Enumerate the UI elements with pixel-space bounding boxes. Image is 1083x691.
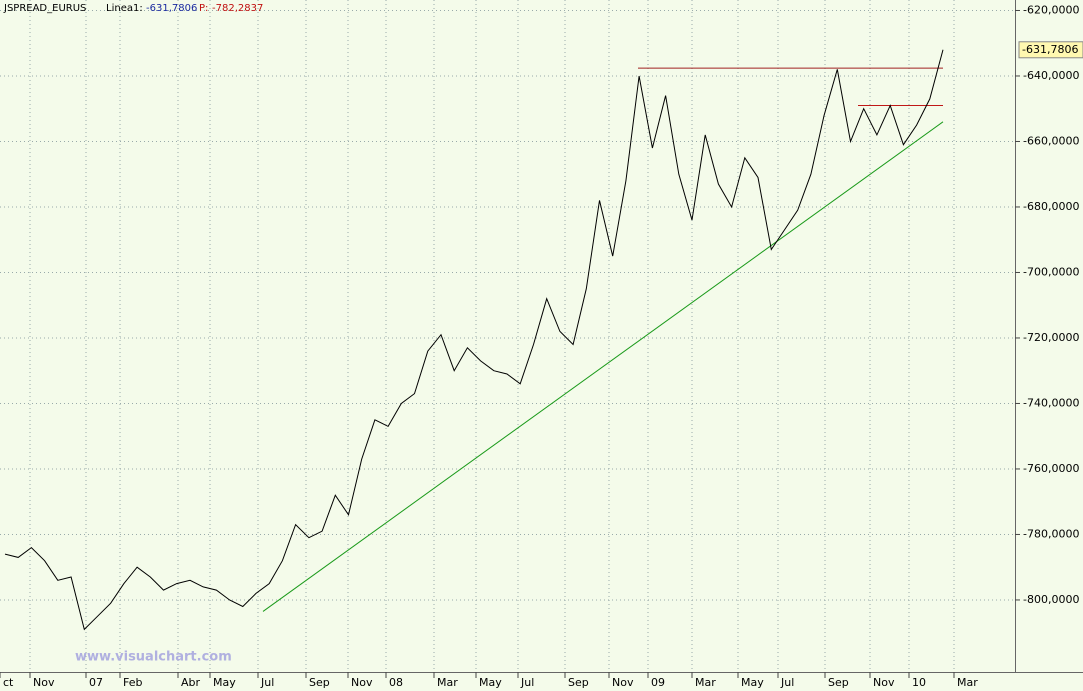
p-value: -782,2837 xyxy=(212,3,263,14)
x-tick-label: 09 xyxy=(651,676,665,689)
y-tick-label: -660,0000 xyxy=(1023,134,1079,147)
y-tick-label: -640,0000 xyxy=(1023,69,1079,82)
x-tick-label: May xyxy=(479,676,502,689)
y-tick-label: -680,0000 xyxy=(1023,200,1079,213)
x-tick-label: Jul xyxy=(520,676,534,689)
last-value-label: -631,7806 xyxy=(1022,43,1078,56)
line-label: Linea1: xyxy=(106,3,143,14)
x-tick-label: 08 xyxy=(389,676,403,689)
x-tick-label: Mar xyxy=(437,676,458,689)
x-tick-label: May xyxy=(213,676,236,689)
trend-line xyxy=(262,121,944,612)
y-tick-label: -780,0000 xyxy=(1023,527,1079,540)
line-value: -631,7806 xyxy=(146,3,197,14)
x-tick-label: ct xyxy=(3,676,14,689)
p-label: P: xyxy=(199,3,208,14)
symbol: JSPREAD_EURUS xyxy=(3,3,86,14)
x-tick-label: Mar xyxy=(695,676,716,689)
y-tick-label: -720,0000 xyxy=(1023,331,1079,344)
x-tick-label: Jul xyxy=(260,676,274,689)
x-tick-label: 10 xyxy=(912,676,926,689)
y-tick-label: -740,0000 xyxy=(1023,396,1079,409)
x-tick-label: Abr xyxy=(181,676,201,689)
x-tick-label: 07 xyxy=(89,676,103,689)
x-tick-label: Sep xyxy=(828,676,849,689)
x-tick-label: Sep xyxy=(568,676,589,689)
watermark: www.visualchart.com xyxy=(75,650,232,665)
x-tick-label: Nov xyxy=(873,676,895,689)
x-tick-label: Sep xyxy=(309,676,330,689)
plot xyxy=(4,49,944,631)
x-tick-label: Jul xyxy=(780,676,794,689)
x-tick-label: Nov xyxy=(33,676,55,689)
x-tick-label: Mar xyxy=(957,676,978,689)
x-tick-label: May xyxy=(741,676,764,689)
x-tick-label: Nov xyxy=(351,676,373,689)
y-tick-label: -800,0000 xyxy=(1023,593,1079,606)
y-tick-label: -620,0000 xyxy=(1023,3,1079,16)
x-tick-label: Nov xyxy=(612,676,634,689)
y-tick-label: -760,0000 xyxy=(1023,462,1079,475)
price-line xyxy=(4,49,944,631)
x-tick-label: Feb xyxy=(123,676,142,689)
grid xyxy=(0,0,1015,672)
last-value-box xyxy=(1018,41,1083,59)
y-tick-label: -700,0000 xyxy=(1023,265,1079,278)
